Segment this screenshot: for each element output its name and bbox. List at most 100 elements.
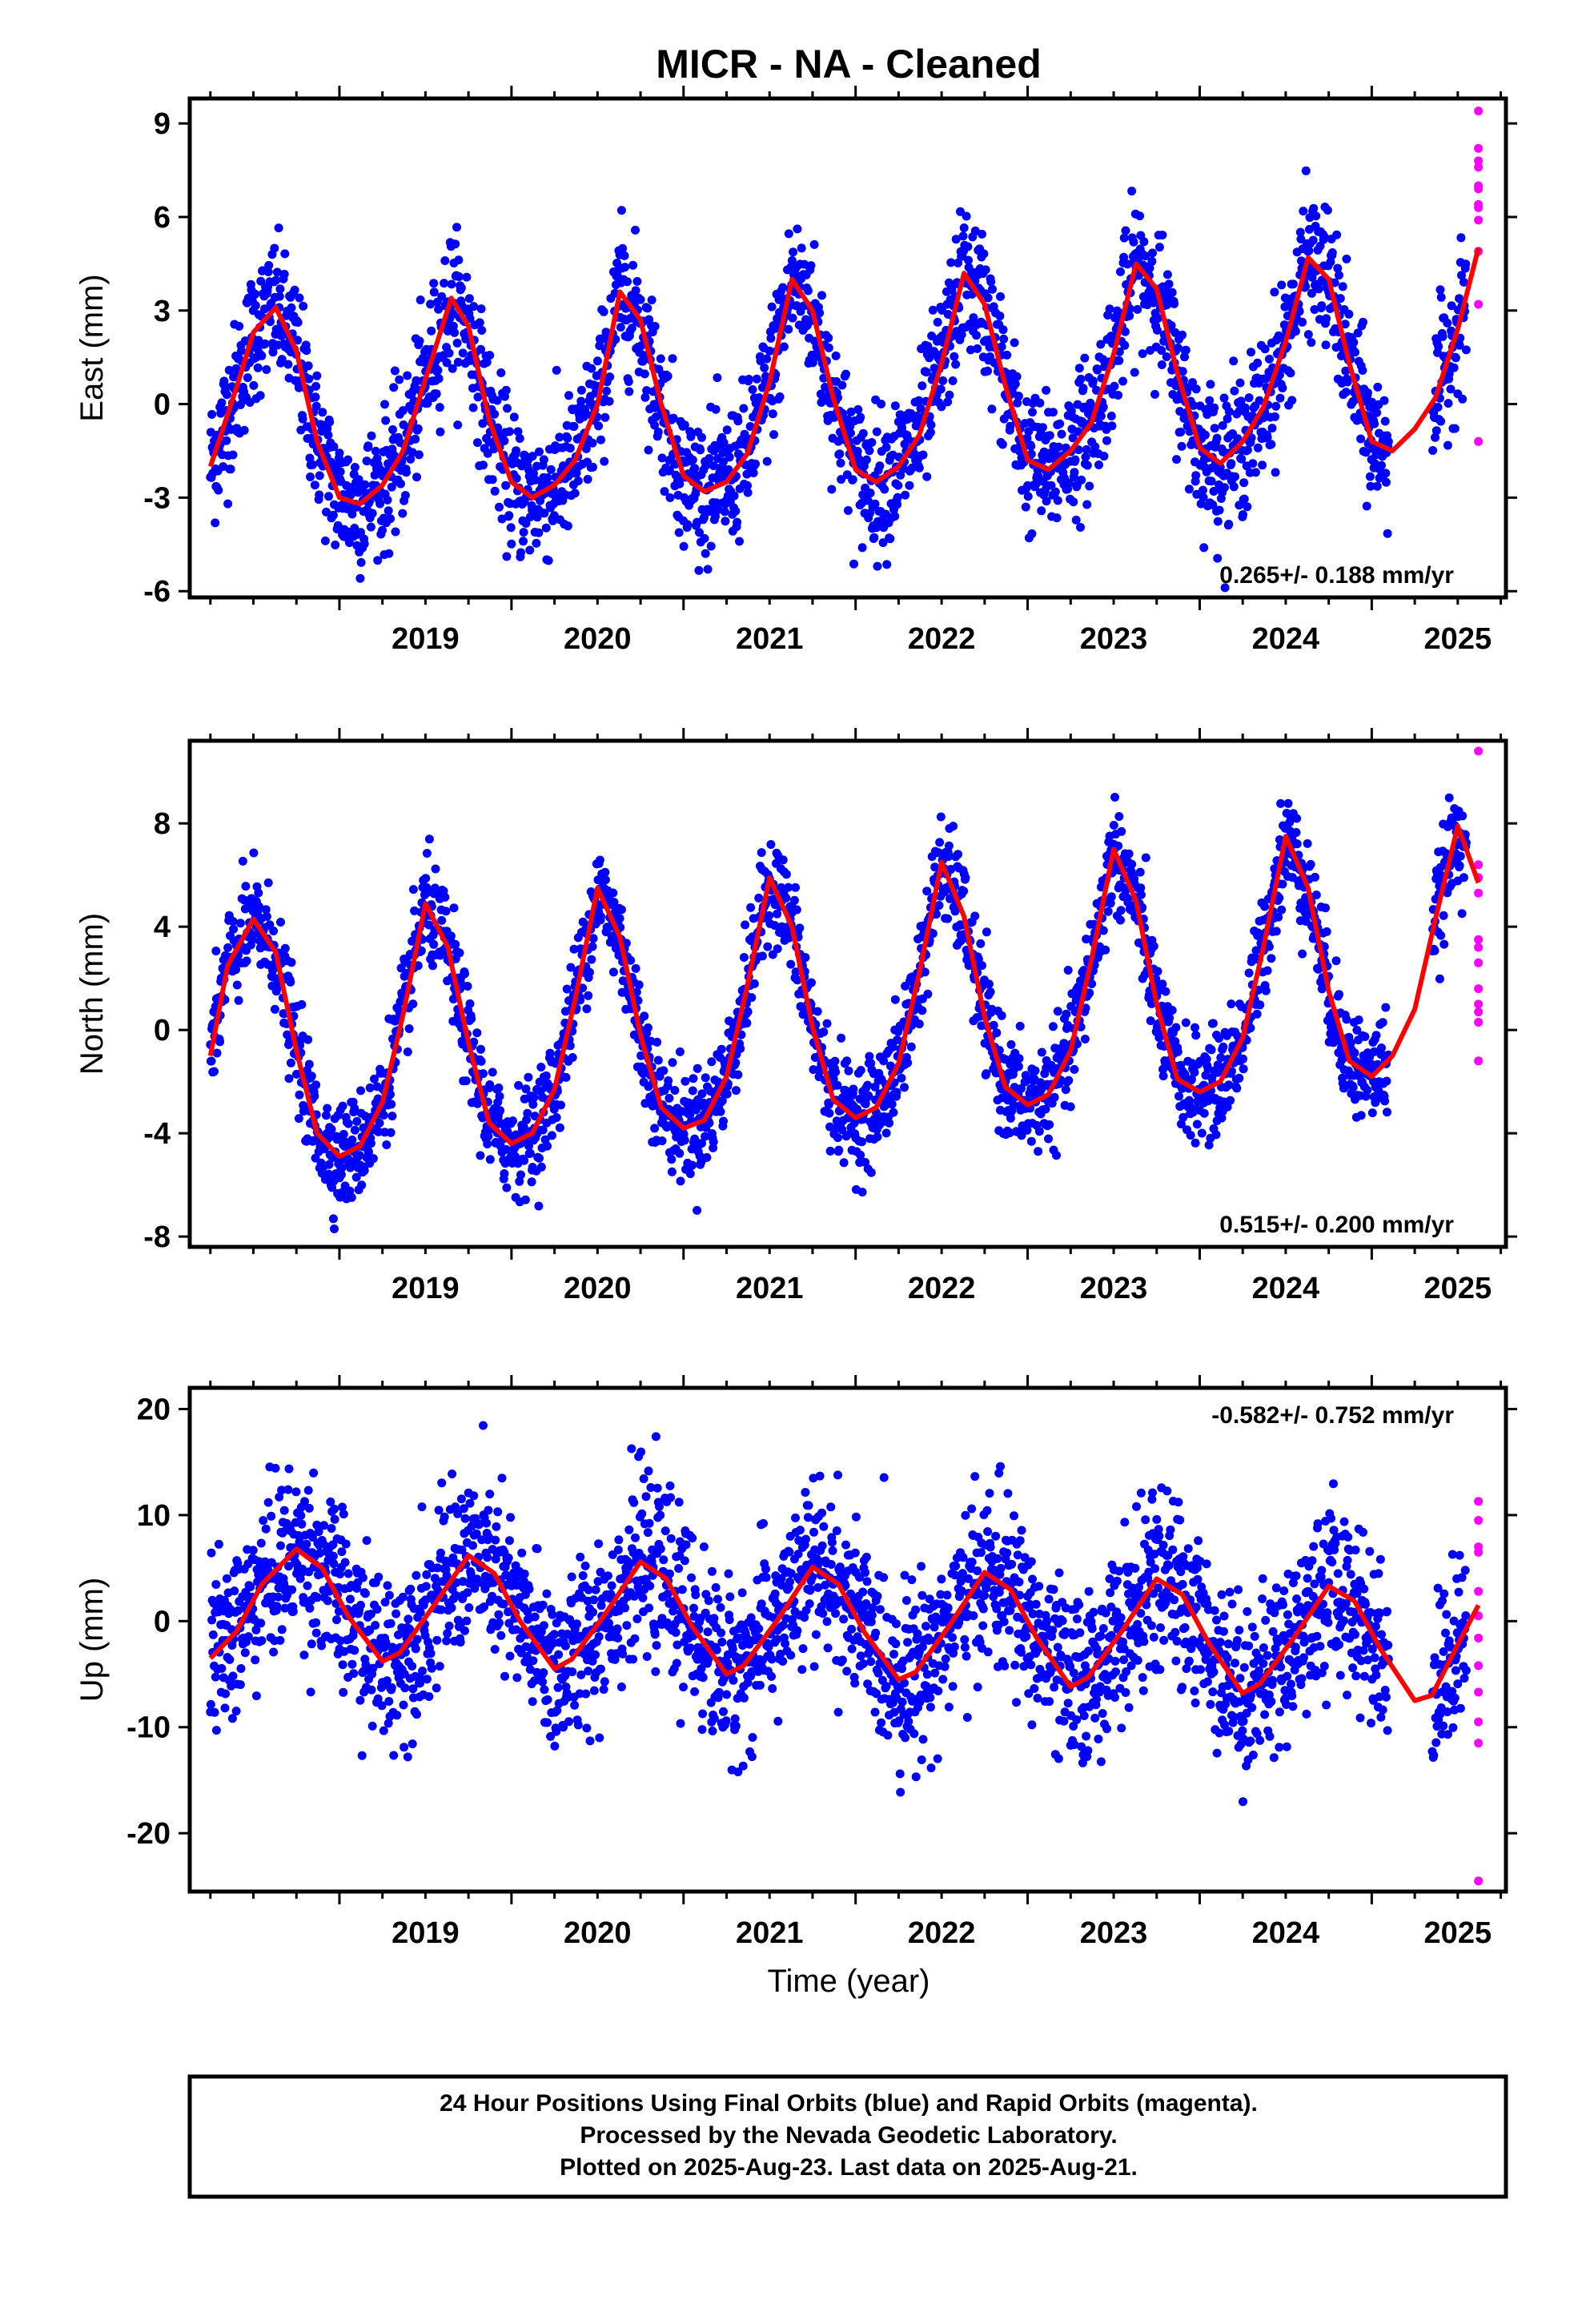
final-orbit-point: [594, 421, 604, 431]
final-orbit-point: [643, 1023, 652, 1032]
final-orbit-point: [494, 1084, 504, 1092]
final-orbit-point: [375, 499, 385, 509]
y-axis-label: East (mm): [74, 274, 110, 421]
final-orbit-point: [234, 995, 243, 1005]
final-orbit-point: [293, 336, 303, 345]
final-orbit-point: [1063, 966, 1073, 975]
final-orbit-point: [451, 239, 460, 249]
final-orbit-point: [765, 346, 774, 356]
final-orbit-point: [958, 231, 968, 241]
final-orbit-point: [717, 1044, 726, 1054]
final-orbit-point: [889, 1108, 898, 1117]
final-orbit-point: [304, 374, 314, 384]
final-orbit-point: [441, 907, 451, 916]
final-orbit-point: [669, 413, 678, 423]
final-orbit-point: [890, 401, 900, 411]
final-orbit-point: [444, 348, 454, 358]
final-orbit-point: [1239, 1064, 1248, 1074]
final-orbit-point: [1148, 248, 1157, 258]
final-orbit-point: [905, 480, 914, 490]
final-orbit-point: [616, 206, 626, 215]
final-orbit-point: [865, 446, 874, 456]
final-orbit-point: [801, 953, 810, 963]
final-orbit-point: [1045, 1120, 1054, 1129]
final-orbit-point: [368, 1154, 378, 1164]
final-orbit-point: [749, 468, 758, 477]
final-orbit-point: [762, 456, 772, 466]
final-orbit-point: [605, 372, 615, 382]
final-orbit-point: [286, 977, 295, 987]
final-orbit-point: [1085, 481, 1094, 491]
final-orbit-point: [485, 351, 495, 360]
final-orbit-point: [1176, 428, 1186, 436]
final-orbit-point: [343, 455, 353, 464]
final-orbit-point: [1116, 906, 1126, 915]
final-orbit-point: [228, 917, 238, 926]
final-orbit-point: [757, 951, 767, 961]
final-orbit-point: [367, 509, 377, 518]
final-orbit-point: [834, 1145, 844, 1155]
final-orbit-point: [543, 473, 552, 482]
final-orbit-point: [779, 342, 789, 352]
final-orbit-point: [290, 285, 299, 295]
final-orbit-point: [515, 434, 524, 443]
final-orbit-point: [997, 1011, 1006, 1020]
final-orbit-point: [373, 556, 383, 565]
final-orbit-point: [335, 448, 344, 458]
final-orbit-point: [936, 384, 946, 394]
final-orbit-point: [210, 1067, 219, 1076]
final-orbit-points: [206, 166, 1471, 593]
final-orbit-point: [1026, 1136, 1036, 1146]
final-orbit-point: [976, 939, 986, 948]
final-orbit-point: [215, 1037, 225, 1047]
final-orbit-point: [803, 286, 813, 296]
final-orbit-point: [512, 473, 521, 483]
final-orbit-point: [1363, 388, 1372, 397]
final-orbit-point: [525, 1148, 535, 1158]
final-orbit-point: [1252, 1009, 1262, 1019]
final-orbit-point: [763, 942, 773, 951]
final-orbit-point: [388, 425, 397, 434]
final-orbit-point: [320, 536, 330, 545]
final-orbit-point: [1121, 226, 1130, 235]
final-orbit-point: [735, 537, 744, 546]
final-orbit-point: [813, 1007, 822, 1016]
final-orbit-point: [315, 490, 324, 500]
final-orbit-point: [255, 391, 265, 400]
final-orbit-point: [951, 360, 961, 369]
final-orbit-point: [1380, 416, 1390, 426]
final-orbit-point: [835, 449, 845, 459]
final-orbit-point: [555, 1123, 564, 1132]
final-orbit-point: [768, 409, 777, 419]
final-orbit-point: [749, 979, 759, 988]
final-orbit-point: [1139, 237, 1149, 247]
final-orbit-point: [476, 1151, 485, 1160]
final-orbit-point: [355, 573, 365, 583]
final-orbit-point: [541, 1071, 551, 1080]
final-orbit-point: [1099, 452, 1109, 461]
final-orbit-point: [490, 486, 500, 496]
final-orbit-point: [1136, 890, 1146, 899]
final-orbit-point: [856, 1150, 865, 1160]
final-orbit-point: [251, 289, 260, 299]
final-orbit-point: [1338, 282, 1347, 292]
final-orbit-point: [1173, 1047, 1182, 1056]
final-orbit-point: [315, 471, 324, 480]
final-orbit-point: [561, 1072, 571, 1082]
final-orbit-point: [1332, 230, 1342, 239]
final-orbit-point: [584, 991, 593, 1000]
x-tick-label: 2021: [736, 622, 804, 656]
final-orbit-point: [1443, 399, 1453, 408]
final-orbit-point: [824, 343, 833, 352]
final-orbit-point: [681, 1076, 690, 1086]
final-orbit-point: [675, 1047, 685, 1056]
final-orbit-point: [1191, 471, 1201, 480]
final-orbit-point: [552, 365, 561, 375]
final-orbit-point: [665, 493, 675, 502]
final-orbit-point: [1261, 986, 1271, 995]
final-orbit-point: [367, 431, 376, 440]
final-orbit-point: [791, 883, 800, 892]
final-orbit-point: [973, 344, 982, 353]
final-orbit-point: [914, 463, 924, 472]
final-orbit-point: [837, 1033, 846, 1043]
